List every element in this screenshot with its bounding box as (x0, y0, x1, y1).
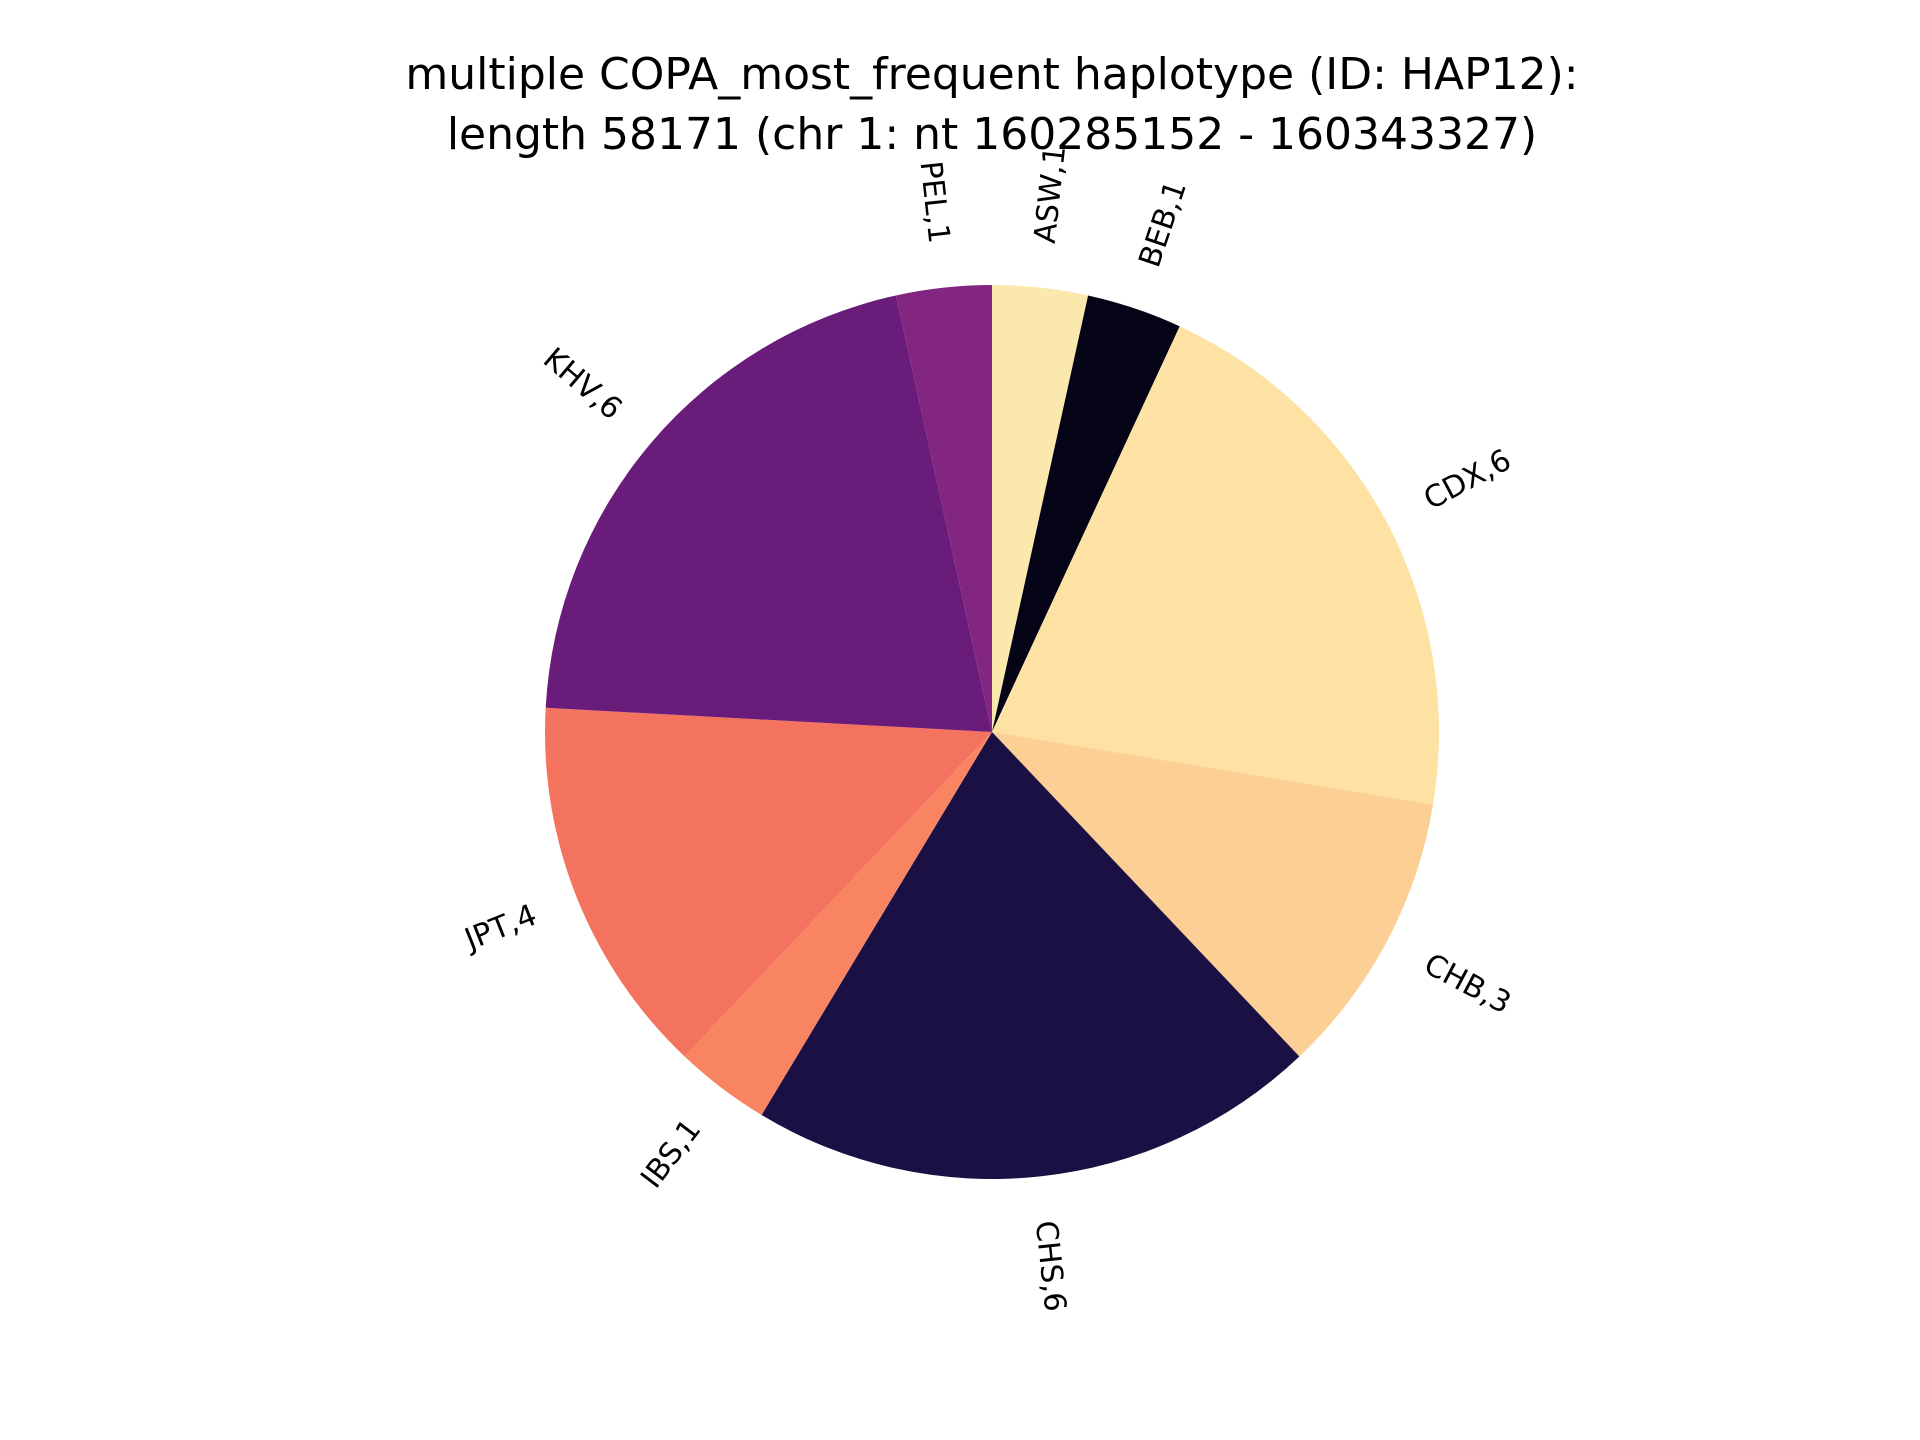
pie-slices (545, 285, 1439, 1179)
chart-title: multiple COPA_most_frequent haplotype (I… (405, 49, 1578, 100)
pie-slice-chs (761, 732, 1300, 1179)
pie-label-chs: CHS,6 (1028, 1219, 1073, 1313)
pie-slice-khv (545, 295, 992, 732)
pie-label-ibs: IBS,1 (634, 1113, 708, 1195)
pie-slice-asw (992, 285, 1089, 732)
pie-slice-chb (992, 732, 1434, 1057)
pie-slice-ibs (684, 732, 992, 1116)
pie-label-khv: KHV,6 (536, 341, 628, 427)
pie-label-cdx: CDX,6 (1418, 443, 1517, 518)
pie-slice-beb (992, 295, 1180, 732)
pie-label-pel: PEL,1 (913, 159, 957, 245)
pie-slice-cdx (992, 326, 1439, 805)
pie-label-chb: CHB,3 (1418, 947, 1516, 1021)
chart-subtitle: length 58171 (chr 1: nt 160285152 - 1603… (447, 109, 1537, 160)
pie-label-beb: BEB,1 (1132, 176, 1194, 271)
pie-slice-jpt (545, 707, 992, 1057)
pie-slice-pel (895, 285, 992, 732)
pie-label-jpt: JPT,4 (458, 898, 541, 959)
